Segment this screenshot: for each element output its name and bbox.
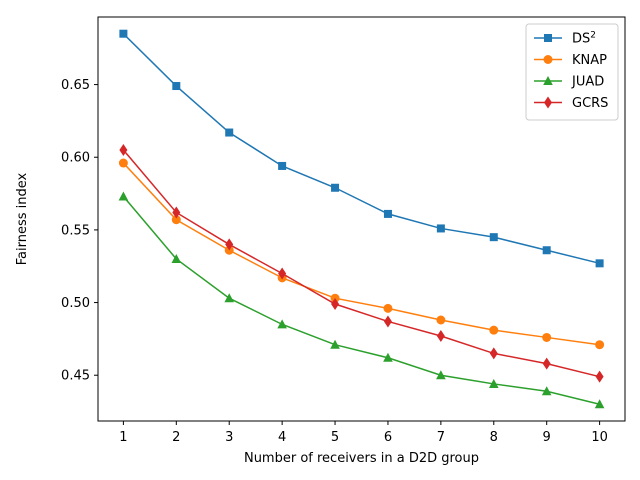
data-point-juad bbox=[541, 386, 552, 396]
data-point-juad bbox=[171, 253, 182, 263]
plot-frame bbox=[97, 16, 626, 422]
y-axis-label: Fairness index bbox=[15, 172, 30, 265]
legend-label: DS2 bbox=[572, 31, 596, 47]
data-point-ds bbox=[383, 209, 392, 218]
series-line-knap bbox=[122, 162, 600, 346]
data-point-ds bbox=[542, 246, 551, 255]
data-point-ds bbox=[436, 224, 445, 233]
series-ds bbox=[119, 29, 604, 268]
data-point-gcrs bbox=[489, 347, 498, 360]
series-line-juad bbox=[122, 195, 600, 406]
data-point-juad bbox=[277, 319, 287, 329]
data-point-gcrs bbox=[383, 315, 392, 328]
x-tick-label: 2 bbox=[172, 430, 180, 445]
data-point-gcrs bbox=[542, 357, 551, 370]
data-point-juad bbox=[118, 191, 129, 201]
legend-marker bbox=[544, 96, 552, 109]
series-juad bbox=[118, 191, 605, 409]
legend-box bbox=[525, 23, 619, 121]
x-tick-label: 1 bbox=[119, 430, 127, 445]
data-point-gcrs bbox=[331, 298, 340, 311]
data-point-gcrs bbox=[172, 206, 181, 219]
legend-marker bbox=[544, 34, 552, 42]
data-point-juad bbox=[330, 339, 340, 349]
y-tick-label: 0.65 bbox=[61, 78, 90, 93]
data-point-knap bbox=[542, 332, 552, 342]
x-axis-label: Number of receivers in a D2D group bbox=[244, 451, 479, 466]
legend: DS2 KNAP JUAD GCRS bbox=[525, 23, 619, 121]
data-point-juad bbox=[488, 378, 499, 388]
legend-label: KNAP bbox=[572, 53, 607, 68]
y-tick-label: 0.45 bbox=[61, 369, 90, 384]
data-point-ds bbox=[225, 128, 234, 137]
series-line-ds bbox=[122, 33, 600, 265]
x-tick-label: 4 bbox=[278, 430, 286, 445]
legend-label: JUAD bbox=[571, 75, 604, 90]
data-point-ds bbox=[278, 161, 287, 170]
series-knap bbox=[118, 158, 605, 350]
data-point-ds bbox=[331, 183, 340, 192]
data-point-knap bbox=[595, 340, 605, 350]
data-point-ds bbox=[172, 82, 181, 91]
y-tick-label: 0.55 bbox=[61, 223, 90, 238]
series-line-gcrs bbox=[122, 149, 600, 378]
legend-marker bbox=[543, 55, 553, 64]
legend-item-gcrs: GCRS bbox=[534, 96, 608, 111]
legend-item-knap: KNAP bbox=[534, 53, 607, 68]
data-point-juad bbox=[383, 352, 393, 362]
data-point-ds bbox=[489, 233, 498, 242]
data-point-knap bbox=[436, 315, 446, 325]
data-point-ds bbox=[595, 259, 604, 268]
data-point-juad bbox=[436, 370, 446, 380]
y-tick-label: 0.50 bbox=[61, 296, 90, 311]
data-point-gcrs bbox=[278, 267, 287, 280]
data-point-knap bbox=[489, 325, 499, 335]
data-point-knap bbox=[118, 158, 128, 168]
legend-item-juad: JUAD bbox=[534, 75, 604, 90]
data-point-ds bbox=[119, 29, 128, 38]
legend-label-superscript: 2 bbox=[590, 31, 596, 41]
legend-label: GCRS bbox=[572, 96, 608, 111]
axes-layer: 1 2 3 4 5 6 7 8 9 10 0.45 0.50 0.55 0.60 0.65 bbox=[61, 16, 626, 445]
x-tick-label: 10 bbox=[591, 430, 608, 445]
x-tick-label: 5 bbox=[331, 430, 339, 445]
data-point-gcrs bbox=[119, 143, 128, 156]
legend-item-ds: DS2 bbox=[534, 31, 596, 47]
data-point-juad bbox=[594, 399, 605, 409]
series-gcrs bbox=[119, 143, 604, 383]
x-tick-label: 8 bbox=[490, 430, 498, 445]
x-tick-label: 6 bbox=[384, 430, 392, 445]
x-tick-label: 3 bbox=[225, 430, 233, 445]
legend-marker bbox=[543, 76, 553, 85]
data-point-knap bbox=[171, 215, 181, 225]
data-point-gcrs bbox=[436, 329, 445, 342]
x-tick-label: 9 bbox=[543, 430, 551, 445]
data-point-gcrs bbox=[595, 370, 604, 383]
data-point-gcrs bbox=[225, 238, 234, 251]
plot-layer bbox=[118, 29, 605, 409]
x-tick-label: 7 bbox=[437, 430, 445, 445]
data-point-juad bbox=[224, 293, 235, 303]
y-tick-label: 0.60 bbox=[61, 151, 90, 166]
data-point-knap bbox=[383, 303, 393, 313]
